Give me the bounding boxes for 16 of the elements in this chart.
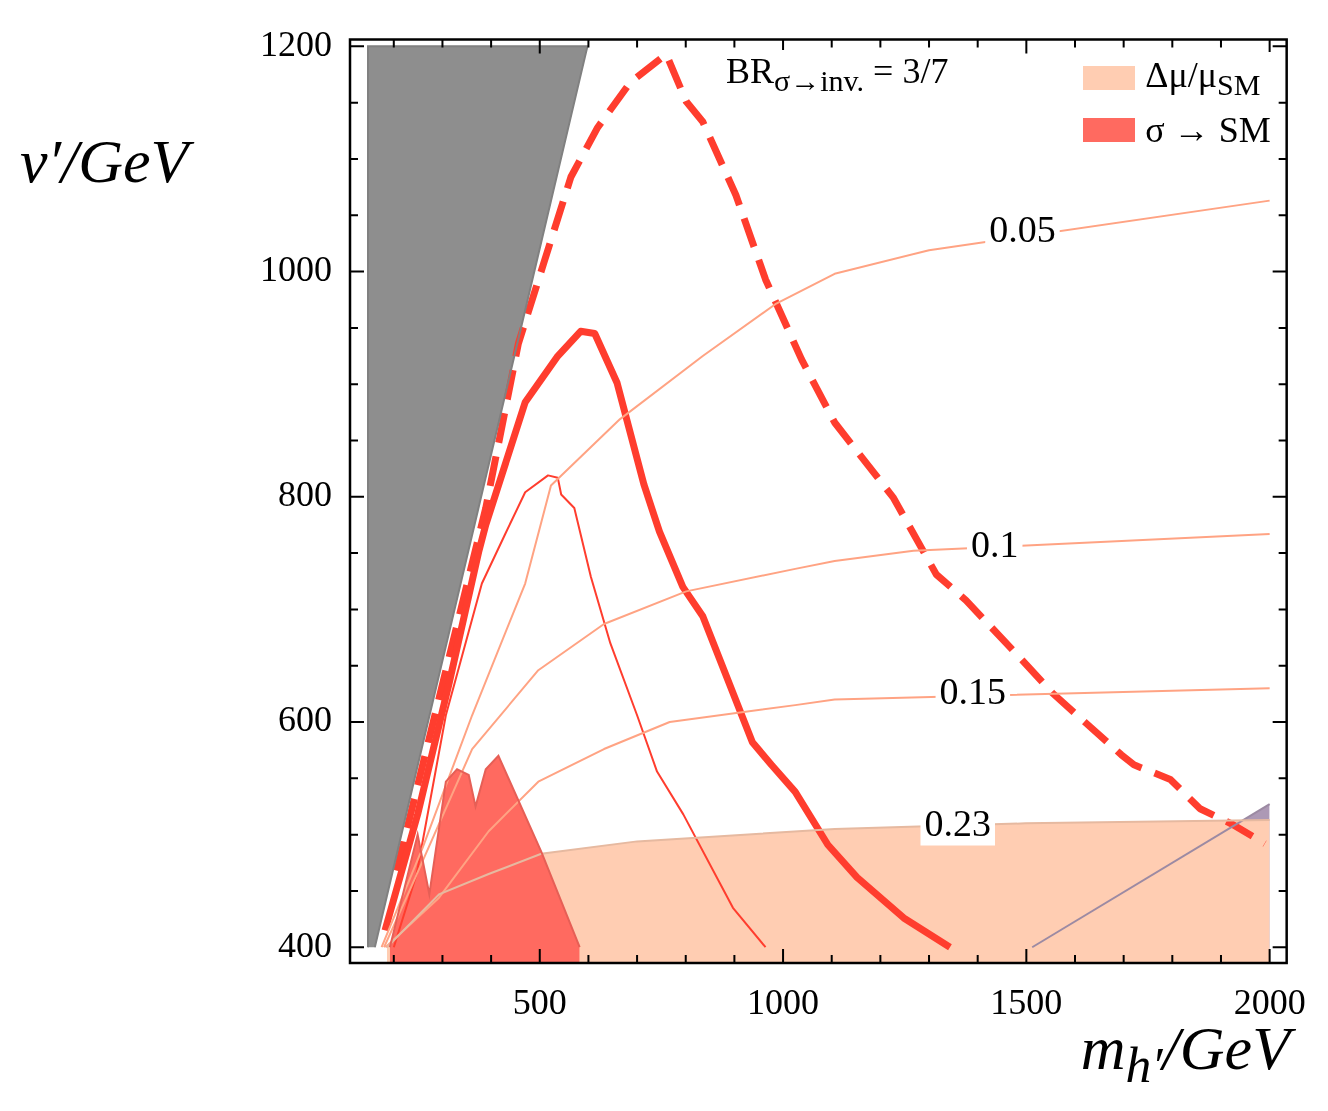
y-tick-label: 1000 [260, 249, 332, 290]
y-tick-label: 400 [278, 924, 332, 965]
annotation: 0.1 [970, 523, 1019, 566]
annotation: BR$_{σ→inv.}$ = 3/7 [726, 49, 949, 98]
legend-label: σ → SM [1145, 108, 1271, 151]
x-tick-label: 1500 [990, 982, 1063, 1023]
legend-label: Δμ/μ$_{SM}$ [1145, 53, 1261, 102]
annotation: 0.05 [989, 208, 1056, 251]
y-tick-label: 600 [278, 699, 332, 740]
annotation: 0.23 [924, 801, 991, 844]
y-tick-label: 800 [278, 474, 332, 515]
annotation: 0.15 [939, 669, 1007, 712]
x-tick-label: 500 [512, 982, 567, 1023]
x-tick-label: 1000 [747, 982, 820, 1023]
y-tick-label: 1200 [260, 23, 332, 64]
x-tick-label: 2000 [1233, 982, 1306, 1023]
